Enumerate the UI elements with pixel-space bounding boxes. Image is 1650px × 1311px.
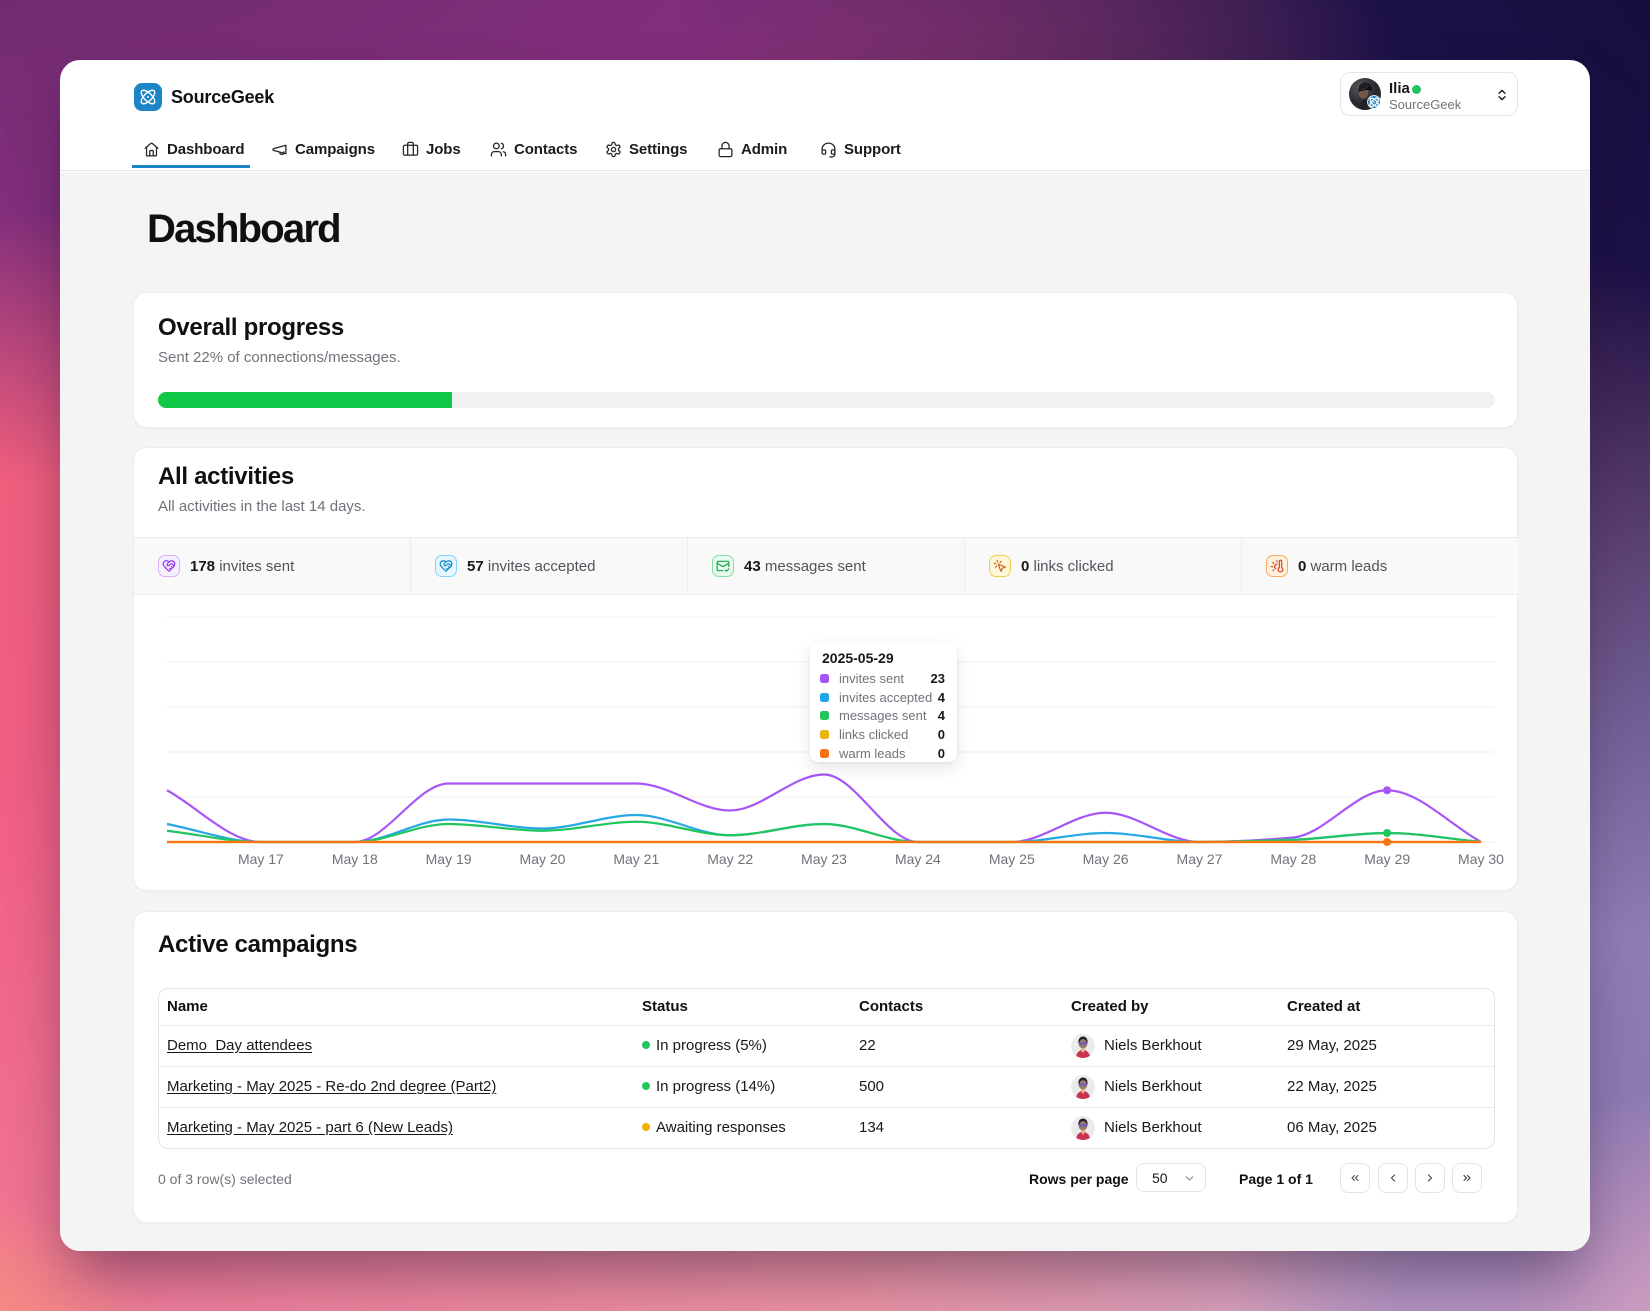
svg-text:May 18: May 18 [332,851,378,867]
svg-text:May 20: May 20 [520,851,566,867]
svg-text:May 25: May 25 [989,851,1035,867]
svg-text:May 28: May 28 [1270,851,1316,867]
svg-text:May 26: May 26 [1083,851,1129,867]
svg-text:May 24: May 24 [895,851,941,867]
svg-text:May 23: May 23 [801,851,847,867]
svg-text:May 30: May 30 [1458,851,1504,867]
svg-text:May 29: May 29 [1364,851,1410,867]
svg-text:May 22: May 22 [707,851,753,867]
svg-text:May 21: May 21 [613,851,659,867]
svg-text:May 27: May 27 [1177,851,1223,867]
svg-text:May 19: May 19 [426,851,472,867]
svg-text:May 17: May 17 [238,851,284,867]
